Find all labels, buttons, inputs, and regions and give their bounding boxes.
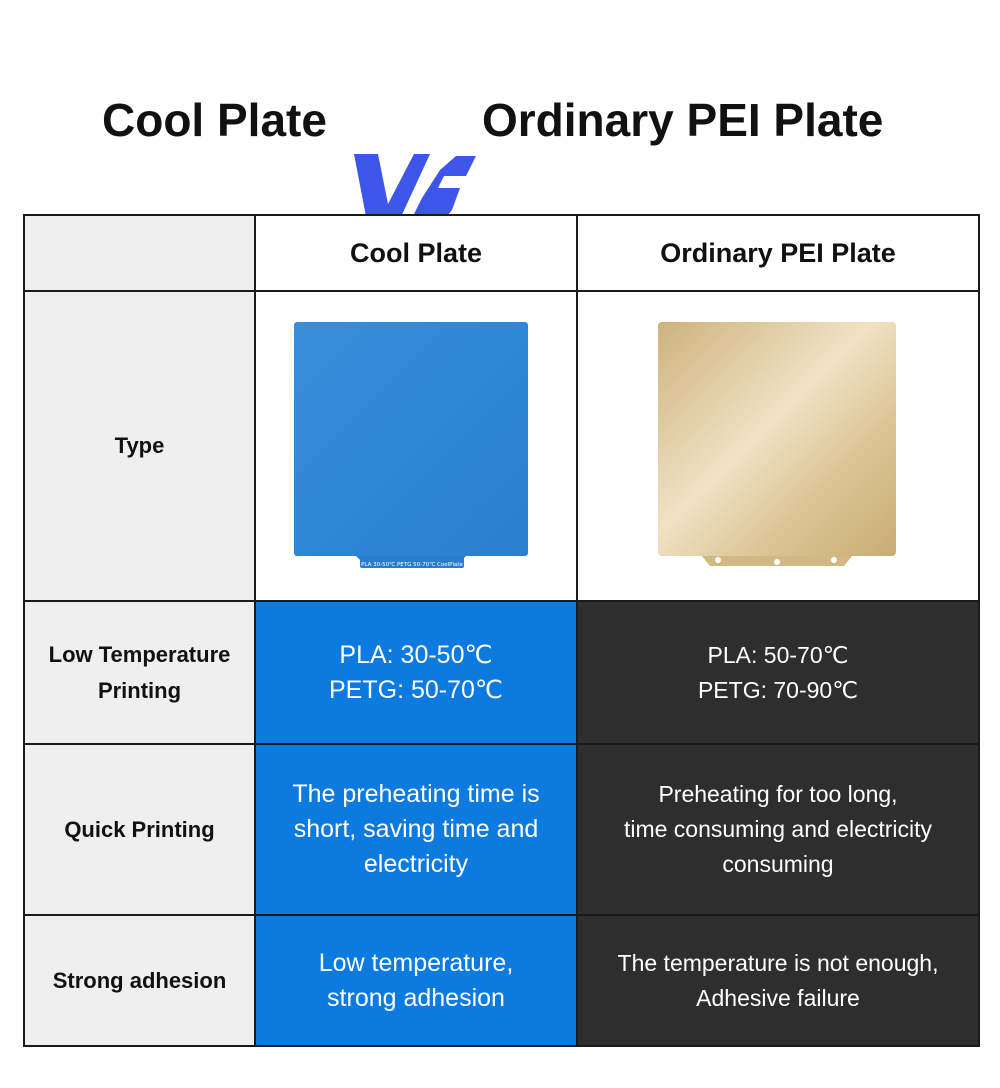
cool-text-line: The preheating time is: [292, 780, 540, 808]
cool-text-line: electricity: [363, 850, 469, 878]
table-row-type: Type PLA 30-50℃ PETG 50-70℃ CoolPlate: [23, 290, 980, 602]
pei-text-line: The temperature is not enough,: [617, 949, 939, 976]
cool-adhesion-cell: Low temperature, strong adhesion: [254, 914, 578, 1047]
table-row-quick-printing: Quick Printing The preheating time is sh…: [23, 743, 980, 916]
row-label-text: Type: [114, 433, 165, 458]
pei-quick-cell: Preheating for too long, time consuming …: [576, 743, 980, 916]
pei-text-line: PLA: 50-70℃: [707, 641, 849, 668]
title-cool-plate: Cool Plate: [102, 94, 327, 146]
row-label-strong-adhesion: Strong adhesion: [23, 914, 256, 1047]
comparison-table: Cool Plate Ordinary PEI Plate Type PLA 3…: [23, 214, 980, 1047]
pei-plate-image-cell: [576, 290, 980, 602]
cool-text-line: strong adhesion: [327, 983, 505, 1012]
cool-plate-image-cell: PLA 30-50℃ PETG 50-70℃ CoolPlate: [254, 290, 578, 602]
pei-text-line: time consuming and electricity: [623, 816, 933, 842]
table-row-low-temperature: Low Temperature Printing PLA: 30-50℃ PET…: [23, 600, 980, 745]
cool-text-line: short, saving time and: [293, 815, 539, 843]
pei-text-line: Adhesive failure: [696, 984, 860, 1011]
page-title: Cool Plate VS Ordinary PEI Plate: [0, 88, 1000, 270]
table-row-strong-adhesion: Strong adhesion Low temperature, strong …: [23, 914, 980, 1047]
cool-text-line: Low temperature,: [318, 948, 514, 977]
pei-low-temp-cell: PLA: 50-70℃ PETG: 70-90℃: [576, 600, 980, 745]
cool-quick-cell: The preheating time is short, saving tim…: [254, 743, 578, 916]
pei-adhesion-cell: The temperature is not enough, Adhesive …: [576, 914, 980, 1047]
pei-text-line: Preheating for too long,: [658, 781, 898, 807]
row-label-quick-printing: Quick Printing: [23, 743, 256, 916]
cool-low-temp-cell: PLA: 30-50℃ PETG: 50-70℃: [254, 600, 578, 745]
pei-text-line: consuming: [722, 851, 834, 877]
title-pei-plate: Ordinary PEI Plate: [482, 94, 884, 146]
header-cool-plate: Cool Plate: [254, 214, 578, 292]
header-pei-plate: Ordinary PEI Plate: [576, 214, 980, 292]
row-label-type: Type: [23, 290, 256, 602]
cool-text-line: PETG: 50-70℃: [329, 675, 503, 704]
pei-text-line: PETG: 70-90℃: [697, 676, 859, 703]
row-label-text: Strong adhesion: [52, 967, 227, 993]
table-header-row: Cool Plate Ordinary PEI Plate: [23, 214, 980, 292]
blue-cool-plate-image: PLA 30-50℃ PETG 50-70℃ CoolPlate: [294, 322, 528, 568]
gold-pei-plate-image: [658, 322, 896, 566]
row-label-low-temperature: Low Temperature Printing: [23, 600, 256, 745]
cool-text-line: PLA: 30-50℃: [339, 640, 493, 669]
row-label-text: Quick Printing: [64, 816, 215, 842]
header-corner-cell: [23, 214, 256, 292]
row-label-text: Low Temperature Printing: [48, 641, 231, 703]
plate-imprint-text: PLA 30-50℃ PETG 50-70℃ CoolPlate: [361, 561, 463, 568]
